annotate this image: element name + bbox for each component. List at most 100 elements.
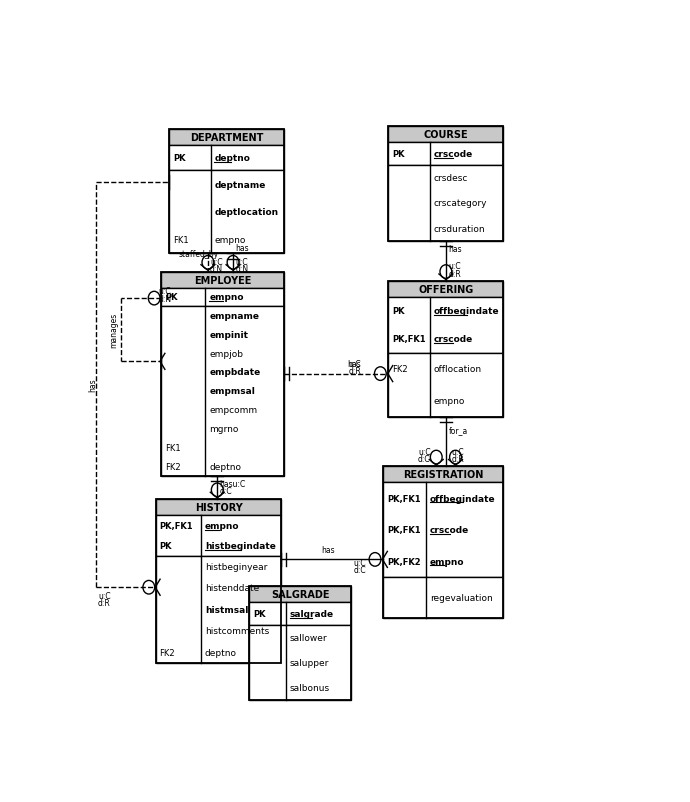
Text: crscode: crscode — [433, 150, 473, 159]
Text: PK: PK — [165, 293, 177, 302]
Text: empno: empno — [205, 521, 239, 530]
Text: EMPLOYEE: EMPLOYEE — [194, 275, 251, 286]
Bar — [249, 602, 351, 625]
Text: crscategory: crscategory — [433, 199, 487, 209]
Text: u:C: u:C — [98, 591, 110, 600]
Text: histbegindate: histbegindate — [205, 541, 275, 550]
Text: u:C: u:C — [210, 257, 223, 266]
Text: d:C: d:C — [219, 486, 232, 496]
Text: has: has — [235, 244, 249, 253]
Text: empbdate: empbdate — [209, 368, 260, 377]
Text: offbegindate: offbegindate — [430, 494, 495, 503]
Text: has: has — [88, 379, 97, 392]
Text: sallower: sallower — [290, 633, 327, 642]
Text: u:C: u:C — [235, 257, 248, 266]
Bar — [388, 282, 503, 298]
Bar — [388, 128, 503, 144]
Text: PK: PK — [173, 154, 186, 164]
Text: REGISTRATION: REGISTRATION — [403, 470, 484, 480]
Text: u:C: u:C — [418, 448, 431, 456]
Text: u:C: u:C — [159, 287, 171, 296]
Text: d:R: d:R — [448, 269, 462, 278]
Text: d:R: d:R — [451, 455, 464, 464]
Bar — [161, 272, 284, 288]
Text: u:C: u:C — [451, 448, 464, 456]
Bar — [169, 130, 284, 146]
Text: u:C: u:C — [348, 359, 361, 368]
Text: deptno: deptno — [209, 462, 241, 471]
Bar — [161, 272, 284, 476]
Text: PK: PK — [253, 609, 266, 618]
Bar — [249, 625, 351, 700]
Bar — [383, 483, 504, 577]
Text: crsduration: crsduration — [433, 225, 485, 233]
Text: d:N: d:N — [235, 265, 248, 273]
Text: PK: PK — [392, 150, 404, 159]
Text: crsdesc: crsdesc — [433, 174, 468, 183]
Bar — [156, 516, 282, 556]
Text: SALGRADE: SALGRADE — [271, 589, 329, 599]
Text: OFFERING: OFFERING — [418, 285, 473, 294]
Text: FK2: FK2 — [165, 462, 181, 471]
Text: deptno: deptno — [215, 154, 250, 164]
Bar — [161, 306, 284, 476]
Text: PK,FK1: PK,FK1 — [387, 525, 420, 534]
Text: PK,FK2: PK,FK2 — [387, 557, 420, 566]
Text: hasu:C: hasu:C — [219, 479, 246, 488]
Text: empno: empno — [209, 293, 244, 302]
Text: salgrade: salgrade — [290, 609, 334, 618]
Text: FK2: FK2 — [159, 648, 175, 657]
Bar — [383, 467, 504, 618]
Text: empname: empname — [209, 311, 259, 321]
Text: FK1: FK1 — [165, 444, 181, 452]
Text: deptno: deptno — [205, 648, 237, 657]
Text: crscode: crscode — [430, 525, 469, 534]
Text: empinit: empinit — [209, 330, 248, 339]
Text: histcomments: histcomments — [205, 626, 269, 635]
Text: empmsal: empmsal — [209, 387, 255, 395]
Text: staffed_by: staffed_by — [179, 249, 219, 259]
Text: d:C: d:C — [418, 455, 431, 464]
Text: d:N: d:N — [159, 294, 172, 303]
Bar — [161, 288, 284, 306]
Text: for_a: for_a — [448, 426, 468, 435]
Text: FK2: FK2 — [392, 365, 408, 374]
Text: COURSE: COURSE — [424, 130, 469, 140]
Bar — [388, 144, 503, 166]
Text: has: has — [448, 245, 462, 254]
Bar — [156, 556, 282, 663]
Bar — [383, 577, 504, 618]
Text: d:N: d:N — [210, 265, 223, 273]
Text: histmsal: histmsal — [205, 605, 248, 614]
Text: PK,FK1: PK,FK1 — [387, 494, 420, 503]
Text: u:C: u:C — [448, 262, 461, 271]
Text: PK,FK1: PK,FK1 — [159, 521, 193, 530]
Text: u:C: u:C — [353, 558, 366, 567]
Bar — [249, 586, 351, 602]
Text: histbeginyear: histbeginyear — [205, 562, 267, 571]
Text: d:R: d:R — [98, 598, 111, 607]
Text: has: has — [347, 360, 361, 369]
Text: salbonus: salbonus — [290, 683, 330, 692]
Text: mgrno: mgrno — [209, 424, 239, 433]
Bar — [249, 586, 351, 700]
Text: d:R: d:R — [348, 367, 361, 375]
Text: empno: empno — [433, 397, 465, 406]
Bar — [388, 353, 503, 417]
Bar — [156, 500, 282, 516]
Text: PK: PK — [159, 541, 172, 550]
Text: DEPARTMENT: DEPARTMENT — [190, 133, 264, 144]
Text: HISTORY: HISTORY — [195, 503, 242, 512]
Text: manages: manages — [109, 313, 118, 348]
Text: crscode: crscode — [433, 335, 473, 344]
Text: empcomm: empcomm — [209, 406, 257, 415]
Text: deptname: deptname — [215, 180, 266, 189]
Bar — [388, 166, 503, 241]
Text: empjob: empjob — [209, 349, 243, 358]
Bar — [388, 127, 503, 241]
Text: empno: empno — [215, 236, 246, 245]
Text: PK: PK — [392, 307, 404, 316]
Text: histenddate: histenddate — [205, 584, 259, 593]
Text: deptlocation: deptlocation — [215, 208, 278, 217]
Text: salupper: salupper — [290, 658, 329, 667]
